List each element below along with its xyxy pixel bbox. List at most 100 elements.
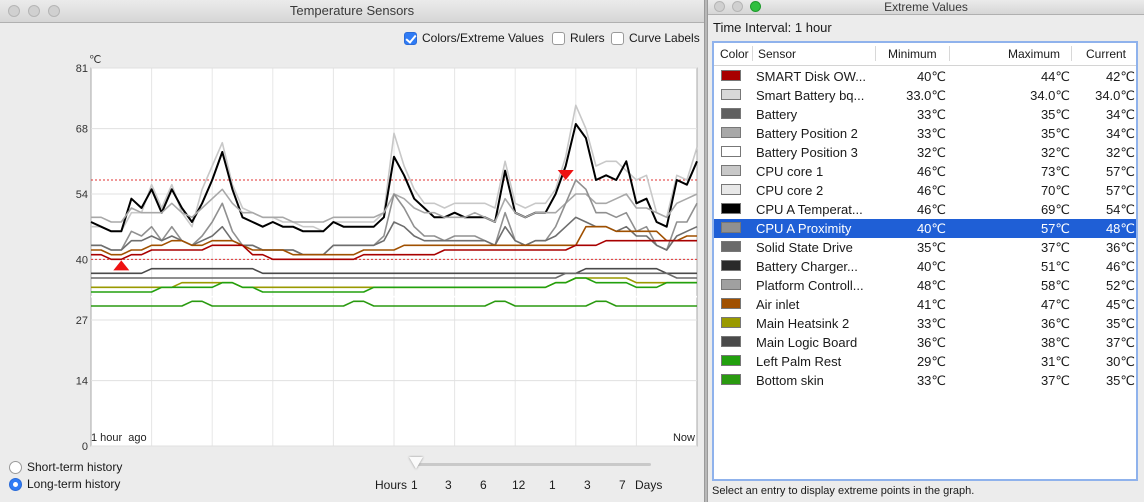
close-window-button[interactable] (714, 1, 725, 12)
column-divider[interactable] (949, 46, 950, 61)
minimum-value: 41℃ (916, 297, 946, 312)
color-swatch[interactable] (721, 336, 741, 347)
x-end-label: Now (673, 432, 695, 444)
series-line (91, 104, 698, 233)
maximum-value: 37℃ (1040, 373, 1070, 388)
color-swatch[interactable] (721, 279, 741, 290)
table-row[interactable]: CPU A Proximity 40℃ 57℃ 48℃ (714, 219, 1136, 238)
y-axis: 81 68 54 40 27 14 0 (76, 63, 88, 453)
current-value: 34℃ (1105, 126, 1135, 141)
maximum-value: 31℃ (1040, 354, 1070, 369)
table-row[interactable]: Bottom skin 33℃ 37℃ 35℃ (714, 371, 1136, 390)
minimum-value: 33℃ (916, 107, 946, 122)
column-divider[interactable] (752, 46, 753, 61)
color-swatch[interactable] (721, 127, 741, 138)
table-row[interactable]: Left Palm Rest 29℃ 31℃ 30℃ (714, 352, 1136, 371)
column-divider[interactable] (1071, 46, 1072, 61)
short-term-history-radio[interactable]: Short-term history (9, 460, 122, 474)
table-row[interactable]: Main Logic Board 36℃ 38℃ 37℃ (714, 333, 1136, 352)
table-row[interactable]: Battery Charger... 40℃ 51℃ 46℃ (714, 257, 1136, 276)
radio-selected-icon[interactable] (9, 477, 22, 491)
y-tick-label: 27 (76, 315, 88, 327)
color-swatch[interactable] (721, 70, 741, 81)
table-row[interactable]: CPU core 2 46℃ 70℃ 57℃ (714, 181, 1136, 200)
minimum-value: 33℃ (916, 126, 946, 141)
sensor-name: Platform Controll... (756, 278, 864, 293)
table-row[interactable]: Solid State Drive 35℃ 37℃ 36℃ (714, 238, 1136, 257)
table-row[interactable]: CPU A Temperat... 46℃ 69℃ 54℃ (714, 200, 1136, 219)
column-header-minimum[interactable]: Minimum (888, 47, 937, 61)
minimum-value: 48℃ (916, 278, 946, 293)
temperature-chart[interactable]: ℃ 81 68 54 40 27 14 0 1 hour ago Now (0, 50, 704, 453)
colors-extreme-values-checkbox[interactable]: Colors/Extreme Values (404, 31, 544, 45)
x-start-label: 1 hour ago (91, 432, 147, 444)
table-row[interactable]: CPU core 1 46℃ 73℃ 57℃ (714, 162, 1136, 181)
slider-knob[interactable] (409, 457, 423, 469)
table-row[interactable]: Battery 33℃ 35℃ 34℃ (714, 105, 1136, 124)
sensor-name: Battery Position 3 (756, 145, 858, 160)
history-length-slider[interactable] (409, 457, 651, 472)
color-swatch[interactable] (721, 298, 741, 309)
column-header-color[interactable]: Color (720, 47, 749, 61)
extreme-values-table[interactable]: Color Sensor Minimum Maximum Current SMA… (712, 41, 1138, 481)
color-swatch[interactable] (721, 165, 741, 176)
color-swatch[interactable] (721, 222, 741, 233)
color-swatch[interactable] (721, 260, 741, 271)
zoom-window-button[interactable] (750, 1, 761, 12)
close-window-button[interactable] (8, 5, 20, 17)
current-value: 37℃ (1105, 335, 1135, 350)
sensor-name: Main Logic Board (756, 335, 858, 350)
column-header-current[interactable]: Current (1086, 47, 1127, 61)
maximum-value: 69℃ (1040, 202, 1070, 217)
maximum-value: 47℃ (1040, 297, 1070, 312)
sensor-name: Battery Position 2 (756, 126, 858, 141)
extreme-markers (113, 170, 574, 271)
color-swatch[interactable] (721, 146, 741, 157)
color-swatch[interactable] (721, 374, 741, 385)
column-divider[interactable] (875, 46, 876, 61)
table-row[interactable]: Air inlet 41℃ 47℃ 45℃ (714, 295, 1136, 314)
curve-labels-checkbox[interactable]: Curve Labels (611, 31, 700, 45)
color-swatch[interactable] (721, 108, 741, 119)
radio-unselected-icon[interactable] (9, 460, 22, 474)
current-value: 48℃ (1105, 221, 1135, 236)
column-header-maximum[interactable]: Maximum (1008, 47, 1061, 61)
zoom-window-button[interactable] (48, 5, 60, 17)
minimum-value: 33.0℃ (906, 88, 946, 103)
slider-track[interactable] (415, 463, 651, 466)
sensor-name: Bottom skin (756, 373, 824, 388)
column-header-sensor[interactable]: Sensor (758, 47, 797, 61)
table-row[interactable]: Platform Controll... 48℃ 58℃ 52℃ (714, 276, 1136, 295)
color-swatch[interactable] (721, 184, 741, 195)
checkbox-unchecked-icon[interactable] (611, 31, 624, 45)
minimize-window-button[interactable] (28, 5, 40, 17)
minimum-value: 40℃ (916, 69, 946, 84)
long-term-history-radio[interactable]: Long-term history (9, 477, 120, 491)
y-tick-label: 68 (76, 124, 88, 136)
checkbox-checked-icon[interactable] (404, 31, 417, 45)
checkbox-label: Rulers (570, 31, 605, 45)
table-row[interactable]: Battery Position 3 32℃ 32℃ 32℃ (714, 143, 1136, 162)
minimize-window-button[interactable] (732, 1, 743, 12)
current-value: 30℃ (1105, 354, 1135, 369)
current-value: 34℃ (1105, 107, 1135, 122)
series-line (91, 225, 697, 256)
rulers-checkbox[interactable]: Rulers (552, 31, 605, 45)
minimum-value: 46℃ (916, 183, 946, 198)
radio-label: Short-term history (27, 460, 123, 474)
checkbox-unchecked-icon[interactable] (552, 31, 565, 45)
table-row[interactable]: Smart Battery bq... 33.0℃ 34.0℃ 34.0℃ (714, 86, 1136, 105)
y-tick-label: 0 (82, 441, 88, 450)
minimum-value: 40℃ (916, 259, 946, 274)
table-row[interactable]: Battery Position 2 33℃ 35℃ 34℃ (714, 124, 1136, 143)
color-swatch[interactable] (721, 317, 741, 328)
color-swatch[interactable] (721, 355, 741, 366)
table-row[interactable]: SMART Disk OW... 40℃ 44℃ 42℃ (714, 67, 1136, 86)
extreme-values-window: Extreme Values Time Interval: 1 hour Col… (708, 0, 1144, 502)
table-row[interactable]: Main Heatsink 2 33℃ 36℃ 35℃ (714, 314, 1136, 333)
color-swatch[interactable] (721, 241, 741, 252)
current-value: 34.0℃ (1095, 88, 1135, 103)
color-swatch[interactable] (721, 203, 741, 214)
current-value: 45℃ (1105, 297, 1135, 312)
color-swatch[interactable] (721, 89, 741, 100)
